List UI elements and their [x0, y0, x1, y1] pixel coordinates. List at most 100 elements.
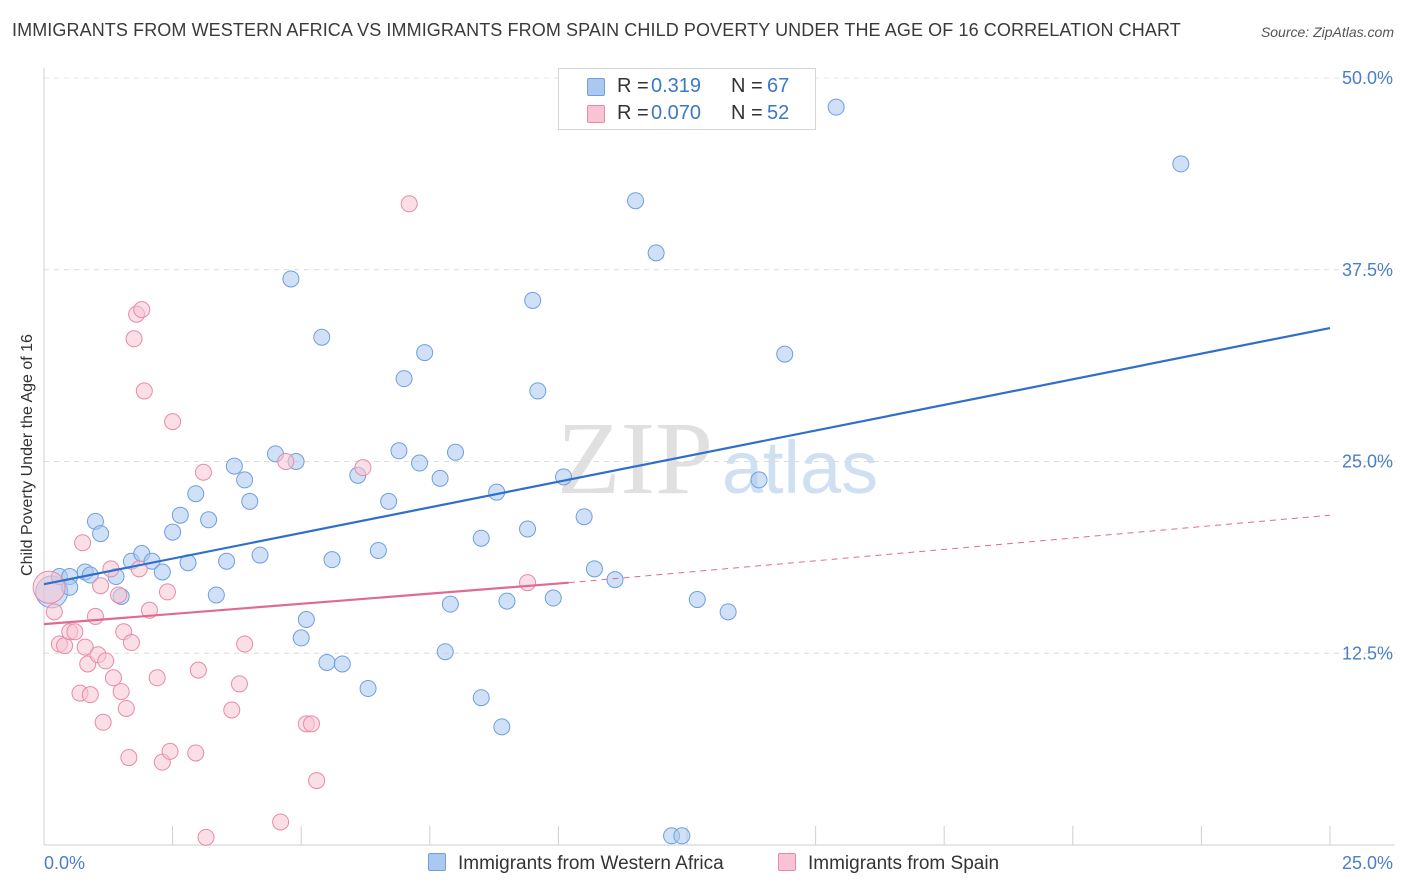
point-spain: [277, 453, 295, 470]
point-western-africa: [431, 469, 449, 487]
point-western-africa: [750, 471, 768, 489]
stats-swatch-spain: [587, 105, 605, 123]
label-layer: 12.5% 25.0% 37.5% 50.0% 0.0% 25.0%: [44, 68, 1393, 873]
x-tick-label: 25.0%: [1342, 853, 1393, 873]
legend-swatch-western-africa: [428, 853, 446, 871]
point-western-africa: [529, 382, 547, 400]
stats-n-value: 52: [767, 102, 790, 124]
point-spain: [110, 586, 128, 604]
legend-label: Immigrants from Spain: [808, 853, 1000, 874]
point-spain: [97, 652, 115, 670]
point-western-africa: [380, 492, 398, 510]
point-western-africa: [282, 270, 300, 288]
y-tick-label: 37.5%: [1342, 260, 1393, 280]
point-spain: [236, 635, 254, 653]
point-western-africa: [323, 551, 341, 569]
point-spain: [272, 813, 290, 831]
point-western-africa: [411, 454, 429, 472]
legend-swatch-spain: [778, 853, 796, 871]
point-spain: [125, 330, 143, 348]
point-western-africa: [416, 344, 434, 362]
point-western-africa: [164, 523, 182, 541]
point-western-africa: [544, 589, 562, 607]
stats-r-value: 0.070: [651, 102, 702, 124]
point-spain: [135, 382, 153, 400]
point-western-africa: [390, 442, 408, 460]
point-western-africa: [719, 603, 737, 621]
point-spain: [122, 634, 140, 652]
point-western-africa: [241, 492, 259, 510]
point-western-africa: [92, 525, 110, 543]
watermark-atlas: atlas: [722, 426, 878, 509]
watermark-zip: ZIP: [557, 401, 713, 516]
trendline-spain-extension: [568, 514, 1331, 584]
stats-n-label: N =: [731, 75, 763, 97]
y-tick-label: 25.0%: [1342, 452, 1393, 472]
point-western-africa: [171, 506, 189, 524]
point-western-africa: [436, 643, 454, 661]
point-western-africa: [297, 611, 315, 629]
point-spain: [189, 661, 207, 679]
point-western-africa: [218, 552, 236, 570]
point-spain: [148, 669, 166, 687]
y-tick-label: 50.0%: [1342, 68, 1393, 88]
stats-r-value: 0.319: [651, 75, 702, 97]
trendline-western-africa: [43, 326, 1331, 586]
point-spain: [112, 683, 130, 701]
stats-row-western-africa: R = 0.319 N = 67: [559, 74, 815, 100]
stats-box: R = 0.319 N = 67 R = 0.070 N = 52: [558, 68, 816, 130]
point-western-africa: [606, 571, 624, 589]
point-western-africa: [585, 560, 603, 578]
y-tick-label: 12.5%: [1342, 643, 1393, 663]
point-spain: [161, 742, 179, 760]
chart-title: IMMIGRANTS FROM WESTERN AFRICA VS IMMIGR…: [12, 20, 1181, 40]
point-western-africa: [207, 586, 225, 604]
point-spain: [120, 749, 138, 767]
point-spain: [92, 577, 110, 595]
stats-n-value: 67: [767, 75, 790, 97]
point-western-africa: [236, 471, 254, 489]
points-layer: [32, 98, 1190, 846]
point-western-africa: [827, 98, 845, 116]
axis-layer: [43, 68, 1395, 846]
stats-row-spain: R = 0.070 N = 52: [559, 101, 815, 127]
point-western-africa: [153, 563, 171, 581]
point-spain: [164, 413, 182, 431]
point-western-africa: [776, 345, 794, 363]
point-western-africa: [673, 827, 691, 845]
point-western-africa: [519, 520, 537, 538]
point-western-africa: [187, 485, 205, 503]
point-spain: [94, 713, 112, 731]
point-spain: [400, 195, 418, 213]
point-spain: [194, 463, 212, 481]
grid-layer: [44, 77, 1395, 654]
stats-swatch-western-africa: [587, 78, 605, 96]
point-spain: [133, 301, 151, 319]
point-spain: [74, 534, 92, 552]
stats-r-label: R =: [617, 102, 649, 124]
point-spain: [187, 744, 205, 762]
point-spain: [104, 669, 122, 687]
point-western-africa: [472, 529, 490, 547]
point-western-africa: [200, 511, 218, 529]
point-western-africa: [225, 457, 243, 475]
point-spain: [197, 828, 215, 846]
point-western-africa: [524, 291, 542, 309]
point-western-africa: [498, 592, 516, 610]
trendline-spain: [43, 581, 569, 626]
point-spain: [354, 459, 372, 477]
point-spain: [81, 686, 99, 704]
point-western-africa: [647, 244, 665, 262]
point-western-africa: [472, 689, 490, 707]
point-western-africa: [292, 629, 310, 647]
chart-source: Source: ZipAtlas.com: [1260, 24, 1394, 40]
point-western-africa: [1172, 155, 1190, 173]
trend-layer: [43, 326, 1331, 626]
point-western-africa: [627, 192, 645, 210]
point-spain: [519, 574, 537, 592]
point-spain: [158, 583, 176, 601]
stats-n-label: N =: [731, 102, 763, 124]
point-western-africa: [447, 443, 465, 461]
point-western-africa: [359, 680, 377, 698]
